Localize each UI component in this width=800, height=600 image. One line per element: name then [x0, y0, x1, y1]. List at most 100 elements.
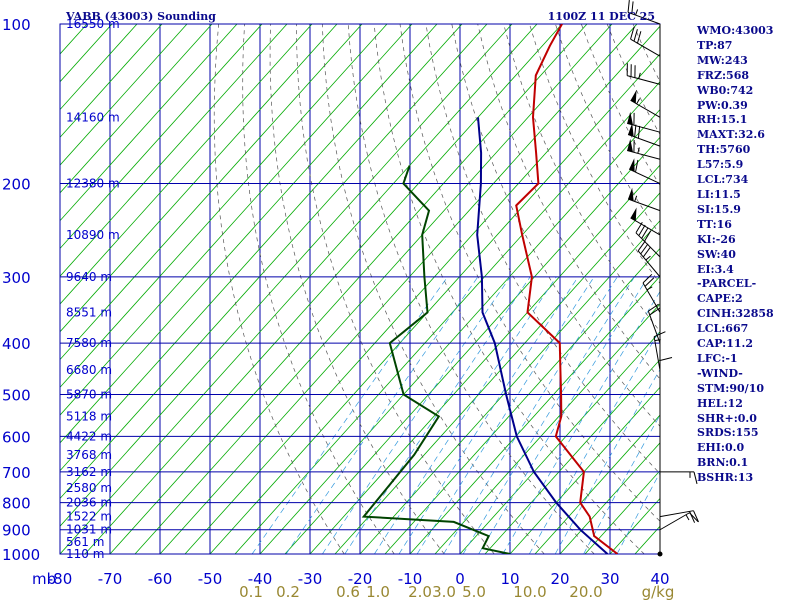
height-label: 2580 m	[66, 481, 112, 495]
isotherm-line	[459, 331, 660, 554]
isotherm-line	[60, 24, 488, 500]
mixing-ratio-line	[443, 276, 618, 554]
series-line-0	[515, 24, 619, 554]
isotherm-line	[60, 24, 338, 333]
wind-barb	[630, 207, 661, 236]
index-item: SI:15.9	[697, 202, 741, 216]
barb-flag	[693, 471, 698, 485]
barb-half-flag	[645, 255, 651, 261]
isotherm-line	[60, 24, 213, 194]
index-item: FRZ:568	[697, 68, 750, 82]
barb-flag	[649, 307, 661, 316]
barb-flag	[648, 303, 659, 312]
height-label: 14160 m	[66, 110, 120, 124]
barb-shaft	[630, 99, 661, 118]
mixing-ratio-line	[322, 276, 511, 554]
mixing-ratio-label: 0.2	[276, 583, 300, 600]
temperature-tick-label: -80	[48, 570, 73, 588]
barb-flag	[635, 221, 643, 234]
dry-adiabat	[296, 24, 495, 554]
barb-flag	[635, 159, 639, 173]
mixing-ratio-label: 0.6	[336, 583, 360, 600]
calm-marker	[657, 551, 663, 557]
isotherm-line	[60, 24, 163, 138]
height-label: 2036 m	[66, 496, 112, 510]
height-label: 3768 m	[66, 448, 112, 462]
barb-flag	[633, 29, 638, 42]
barb-half-flag	[635, 9, 639, 16]
barb-shaft	[637, 250, 661, 278]
isotherm-line	[84, 24, 563, 554]
temperature-tick-label: 40	[650, 570, 669, 588]
pressure-tick-label: 400	[2, 335, 31, 353]
mixing-ratio-line	[344, 276, 531, 554]
profile-series	[361, 24, 619, 554]
temperature-tick-label: -50	[198, 570, 223, 588]
isotherm-line	[159, 24, 638, 554]
mixing-ratio-line	[478, 276, 649, 554]
barb-flag	[631, 1, 634, 14]
wind-barb	[627, 187, 661, 212]
mixing-ratio-label: 20.0	[569, 583, 602, 600]
mixing-ratio-line	[616, 471, 660, 554]
index-item: SW:40	[697, 247, 736, 261]
barb-half-flag	[638, 72, 641, 79]
barb-pennant	[629, 158, 635, 172]
mixing-ratio-label: 2.0	[408, 583, 432, 600]
barb-pennant	[627, 111, 633, 125]
isotherm-line	[134, 24, 613, 554]
barb-flag	[637, 125, 641, 139]
temperature-tick-label: -10	[398, 570, 423, 588]
isotherm-line	[234, 81, 660, 554]
index-item: MAXT:32.6	[697, 128, 765, 142]
mixing-ratio-line	[416, 276, 595, 554]
height-label: 5118 m	[66, 409, 112, 423]
index-item: CAP:11.2	[697, 337, 754, 351]
isotherm-line	[184, 25, 660, 554]
height-label: 3162 m	[66, 465, 112, 479]
barb-flag	[689, 512, 699, 522]
wind-barb	[630, 27, 661, 57]
barb-shaft	[659, 510, 694, 518]
background-grid	[60, 24, 660, 554]
index-item: EHI:0.0	[697, 441, 745, 455]
wind-barb	[660, 471, 698, 485]
barb-pennant	[630, 89, 637, 104]
index-item: WMO:43003	[697, 24, 774, 37]
height-label: 1031 m	[66, 523, 112, 537]
pressure-tick-label: 700	[2, 464, 31, 482]
mixing-ratio-line	[374, 276, 557, 554]
isotherm-line	[309, 164, 660, 554]
series-line-2	[476, 117, 609, 554]
mixing-ratio-line	[554, 368, 660, 554]
index-item: TH:5760	[697, 143, 751, 157]
wind-barb	[653, 331, 666, 371]
temperature-tick-label: 0	[455, 570, 465, 588]
dry-adiabat	[399, 24, 660, 522]
barb-pennant	[630, 207, 637, 221]
height-label: 7580 m	[66, 336, 112, 350]
barb-flag	[641, 227, 649, 239]
barb-shaft	[627, 75, 661, 85]
height-label: 10890 m	[66, 228, 120, 242]
isotherm-line	[534, 414, 660, 554]
barb-flag	[659, 356, 673, 361]
series-line-1	[361, 165, 511, 554]
index-item: KI:-26	[697, 232, 736, 246]
wind-barb	[630, 89, 661, 118]
wind-barb	[647, 303, 661, 344]
index-item: LFC:-1	[697, 351, 738, 365]
isotherm-lines	[60, 24, 660, 554]
barb-flag	[637, 31, 642, 44]
temperature-tick-label: 20	[550, 570, 569, 588]
isotherm-line	[60, 24, 438, 444]
barb-shaft	[659, 512, 690, 531]
isotherm-line	[60, 24, 363, 361]
stability-indices-panel: WMO:43003 TP:87 MW:243 FRZ:568 WB0:742 PW:0.3…	[697, 24, 800, 486]
isotherm-line	[60, 24, 513, 527]
index-item: HEL:12	[697, 396, 743, 410]
dry-adiabat	[213, 24, 345, 554]
mixing-ratio-label: 0.1	[239, 583, 263, 600]
barb-flag	[640, 243, 649, 255]
